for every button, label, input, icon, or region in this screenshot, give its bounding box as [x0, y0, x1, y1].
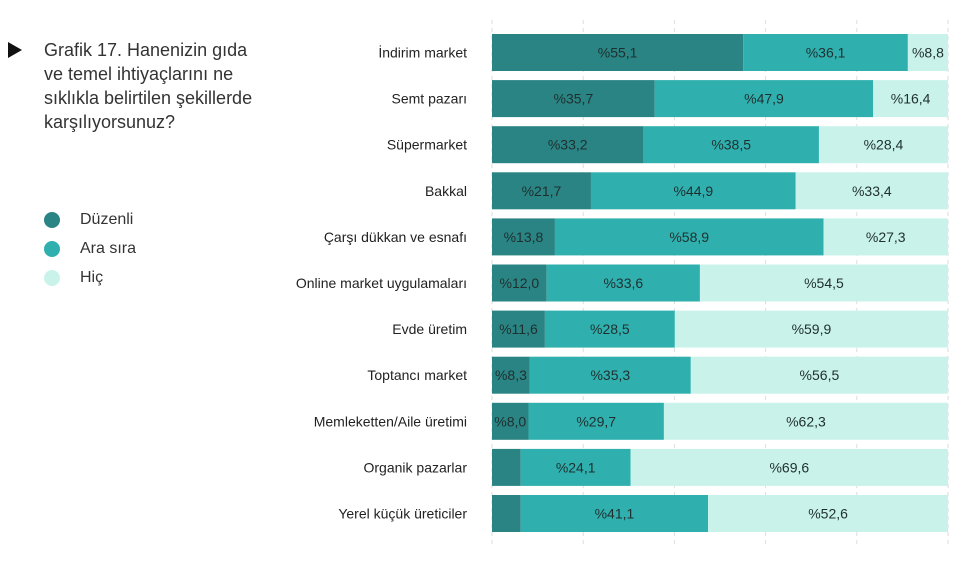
bar-duzenli-memleketten-aile-uretimi — [492, 402, 529, 440]
legend-label-ara-sira: Ara sıra — [80, 239, 137, 257]
bar-hic-online-market-uygulamalari — [699, 264, 948, 302]
bar-duzenli-supermarket — [492, 126, 644, 164]
data-label-ara-sira-semt-pazari: %47,9 — [744, 91, 784, 107]
legend-item-hic: Hiç — [44, 263, 136, 292]
bar-duzenli-carsi-dukkan-ve-esnafi — [492, 218, 555, 256]
bar-hic-evde-uretim — [674, 310, 948, 348]
bar-hic-supermarket — [818, 126, 948, 164]
bar-duzenli-organik-pazarlar — [492, 448, 521, 486]
data-label-duzenli-bakkal: %21,7 — [522, 183, 562, 199]
category-label-indirim-market: İndirim market — [378, 44, 467, 61]
bar-hic-carsi-dukkan-ve-esnafi — [823, 218, 948, 256]
data-label-ara-sira-yerel-kucuk-ureticiler: %41,1 — [595, 506, 635, 522]
chart-title: Grafik 17. Hanenizin gıda ve temel ihtiy… — [44, 40, 253, 132]
category-label-organik-pazarlar: Organik pazarlar — [364, 459, 468, 475]
bar-hic-memleketten-aile-uretimi — [663, 402, 948, 440]
bar-ara-sira-carsi-dukkan-ve-esnafi — [554, 218, 824, 256]
bar-duzenli-bakkal — [492, 172, 591, 210]
category-label-supermarket: Süpermarket — [387, 137, 467, 153]
category-label-yerel-kucuk-ureticiler: Yerel küçük üreticiler — [338, 506, 467, 522]
data-label-ara-sira-organik-pazarlar: %24,1 — [556, 459, 596, 475]
legend-label-hic: Hiç — [80, 268, 104, 286]
data-label-ara-sira-evde-uretim: %28,5 — [590, 321, 630, 337]
data-label-hic-organik-pazarlar: %69,6 — [769, 459, 809, 475]
bar-ara-sira-supermarket — [643, 126, 819, 164]
legend-label-duzenli: Düzenli — [80, 210, 134, 228]
data-label-duzenli-toptanci-market: %8,3 — [495, 367, 527, 383]
category-label-bakkal: Bakkal — [425, 183, 467, 199]
category-label-toptanci-market: Toptancı market — [367, 367, 467, 383]
data-label-hic-toptanci-market: %56,5 — [800, 367, 840, 383]
category-label-evde-uretim: Evde üretim — [392, 321, 467, 337]
bar-ara-sira-toptanci-market — [529, 356, 691, 394]
bar-duzenli-toptanci-market — [492, 356, 530, 394]
data-label-hic-indirim-market: %8,8 — [912, 45, 944, 61]
category-label-memleketten-aile-uretimi: Memleketten/Aile üretimi — [314, 413, 467, 429]
legend-item-duzenli: Düzenli — [44, 205, 136, 234]
bar-hic-bakkal — [795, 172, 948, 210]
bar-ara-sira-indirim-market — [743, 34, 908, 71]
bar-duzenli-online-market-uygulamalari — [492, 264, 547, 302]
legend-swatch-duzenli — [44, 211, 60, 228]
bar-duzenli-evde-uretim — [492, 310, 545, 348]
data-label-hic-bakkal: %33,4 — [852, 183, 892, 199]
bar-hic-semt-pazari — [873, 80, 948, 118]
data-label-duzenli-supermarket: %33,2 — [548, 137, 588, 153]
data-label-ara-sira-indirim-market: %36,1 — [806, 45, 846, 61]
data-label-hic-yerel-kucuk-ureticiler: %52,6 — [808, 506, 848, 522]
data-label-ara-sira-bakkal: %44,9 — [673, 183, 713, 199]
bar-ara-sira-organik-pazarlar — [520, 448, 631, 486]
bar-ara-sira-semt-pazari — [654, 80, 874, 118]
data-label-hic-supermarket: %28,4 — [864, 137, 904, 153]
data-label-ara-sira-online-market-uygulamalari: %33,6 — [603, 275, 643, 291]
bar-ara-sira-yerel-kucuk-ureticiler — [520, 495, 709, 532]
data-label-duzenli-online-market-uygulamalari: %12,0 — [500, 275, 540, 291]
legend-swatch-ara-sira — [44, 240, 60, 257]
bar-ara-sira-evde-uretim — [544, 310, 675, 348]
legend-item-ara-sira: Ara sıra — [44, 234, 136, 263]
legend-swatch-hic — [44, 269, 60, 286]
data-label-duzenli-carsi-dukkan-ve-esnafi: %13,8 — [504, 229, 544, 245]
bar-duzenli-indirim-market — [492, 34, 744, 71]
category-label-carsi-dukkan-ve-esnafi: Çarşı dükkan ve esnafı — [324, 229, 467, 245]
legend: Düzenli Ara sıra Hiç — [44, 205, 136, 292]
data-label-hic-memleketten-aile-uretimi: %62,3 — [786, 413, 826, 429]
data-label-hic-semt-pazari: %16,4 — [891, 91, 931, 107]
data-label-duzenli-indirim-market: %55,1 — [598, 45, 638, 61]
data-label-duzenli-evde-uretim: %11,6 — [499, 321, 538, 337]
bar-hic-indirim-market — [907, 34, 948, 71]
bar-ara-sira-memleketten-aile-uretimi — [528, 402, 664, 440]
data-label-ara-sira-carsi-dukkan-ve-esnafi: %58,9 — [669, 229, 709, 245]
data-label-ara-sira-toptanci-market: %35,3 — [590, 367, 630, 383]
data-label-hic-carsi-dukkan-ve-esnafi: %27,3 — [866, 229, 906, 245]
category-label-online-market-uygulamalari: Online market uygulamaları — [296, 275, 467, 291]
bar-hic-toptanci-market — [690, 356, 948, 394]
data-label-duzenli-memleketten-aile-uretimi: %8,0 — [494, 413, 526, 429]
bar-hic-organik-pazarlar — [630, 448, 948, 486]
data-label-hic-online-market-uygulamalari: %54,5 — [804, 275, 844, 291]
category-label-semt-pazari: Semt pazarı — [392, 91, 467, 107]
bar-ara-sira-online-market-uygulamalari — [546, 264, 700, 302]
data-label-hic-evde-uretim: %59,9 — [792, 321, 832, 337]
bar-ara-sira-bakkal — [590, 172, 796, 210]
data-label-ara-sira-supermarket: %38,5 — [711, 137, 751, 153]
bar-duzenli-semt-pazari — [492, 80, 655, 118]
data-label-ara-sira-memleketten-aile-uretimi: %29,7 — [576, 413, 616, 429]
bar-duzenli-yerel-kucuk-ureticiler — [492, 495, 521, 532]
data-label-duzenli-semt-pazari: %35,7 — [554, 91, 594, 107]
play-arrow-icon — [8, 42, 22, 58]
bar-hic-yerel-kucuk-ureticiler — [708, 495, 948, 532]
